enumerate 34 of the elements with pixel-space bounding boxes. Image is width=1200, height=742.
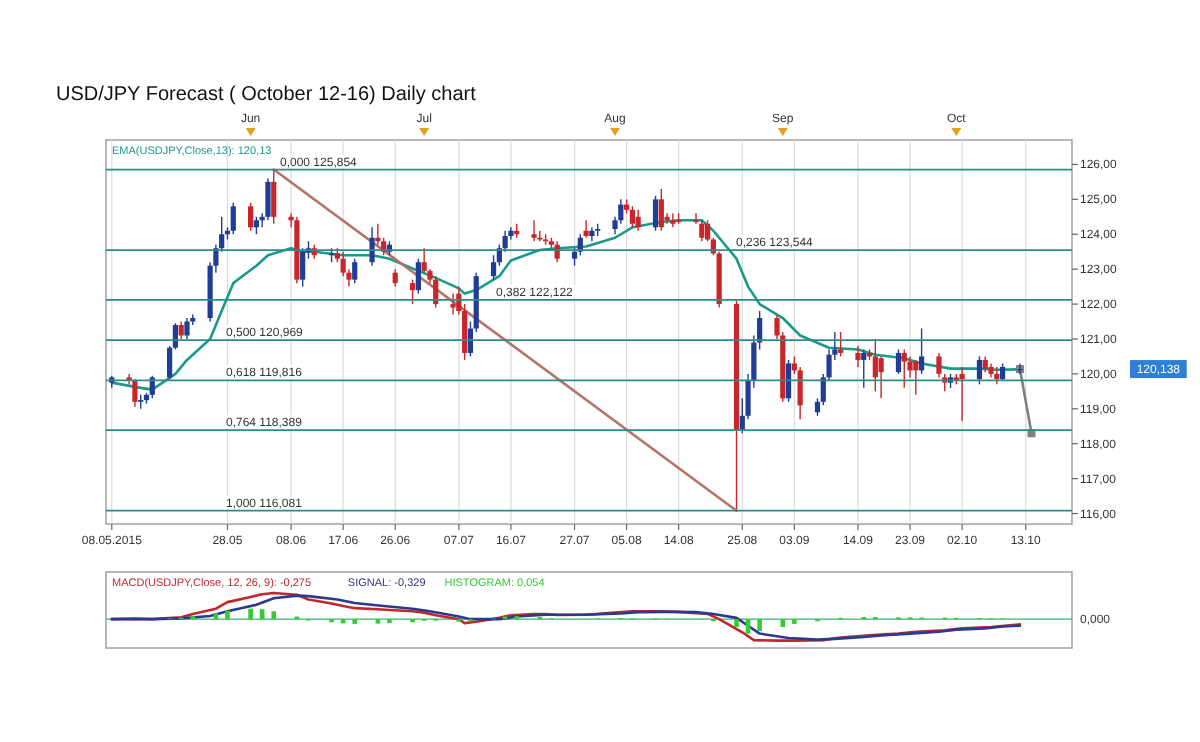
candlestick [352,257,358,284]
candlestick [531,219,537,242]
candlestick [300,247,306,288]
candlestick [895,348,902,375]
candlestick [184,317,190,340]
candlestick [369,226,375,267]
candlestick [583,219,589,239]
candlestick [415,257,421,295]
candlestick [652,195,659,232]
candlestick [670,212,676,228]
candlestick [855,345,861,368]
candlestick [658,188,664,232]
candlestick [409,278,416,305]
candlestick [629,205,635,228]
candlestick [861,348,867,389]
candlestick [248,202,254,232]
candlestick [271,168,277,225]
candlestick [589,226,595,242]
candlestick [919,327,925,375]
candlestick [901,348,907,389]
candlestick [872,338,878,393]
candlestick [976,355,983,386]
candlestick [936,352,942,379]
candlestick [450,292,456,316]
candlestick [838,331,844,358]
candlestick [959,366,965,422]
candlestick [699,219,705,242]
candlestick [132,378,138,408]
candlestick [878,355,884,400]
candlestick [635,209,641,232]
chart-title: USD/JPY Forecast ( October 12-16) Daily chart [56,84,477,106]
candlestick [230,202,236,235]
candlestick [785,359,792,403]
candlestick [265,177,271,221]
